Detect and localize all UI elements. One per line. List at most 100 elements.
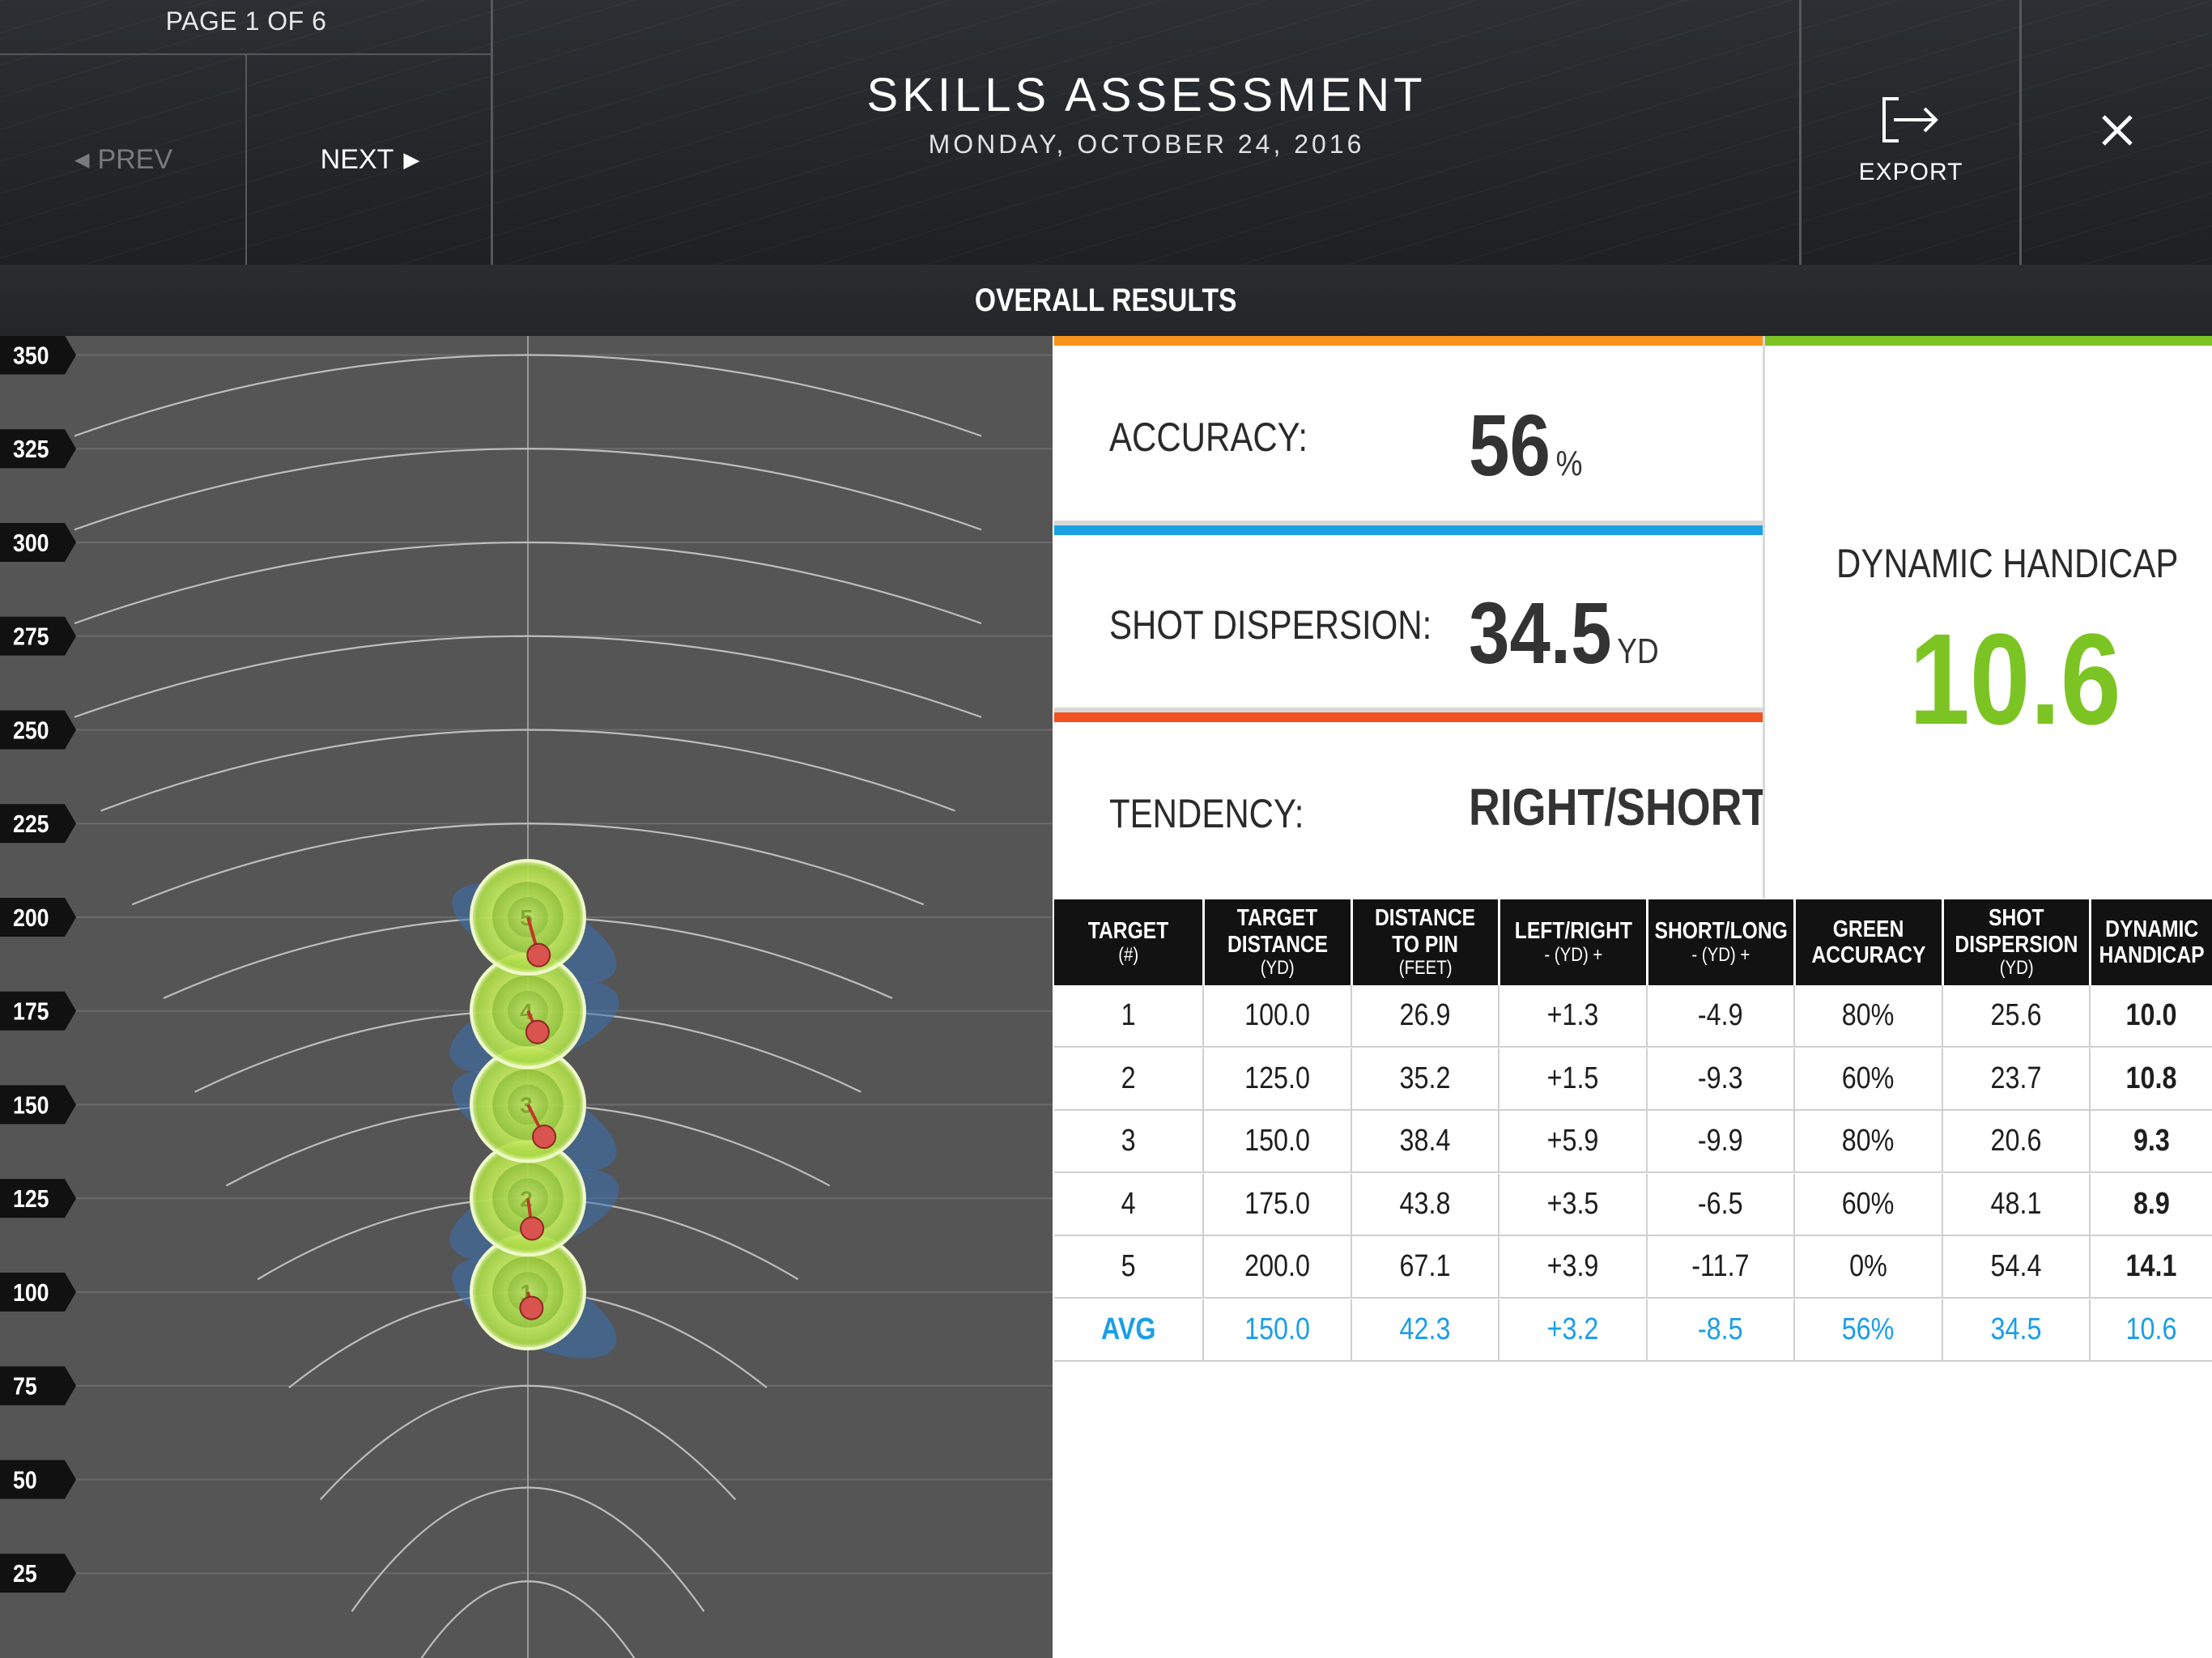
column-header[interactable]: DYNAMIC HANDICAP <box>2089 899 2212 985</box>
table-cell-value: 9.3 <box>2133 1124 2170 1158</box>
table-cell: 67.1 <box>1351 1236 1498 1297</box>
yardage-marker <box>0 991 76 1031</box>
table-cell-value: -9.9 <box>1698 1124 1743 1158</box>
page-subtitle: MONDAY, OCTOBER 24, 2016 <box>928 130 1365 159</box>
tendency-card: TENDENCY: RIGHT/SHORT <box>1054 712 1768 908</box>
column-header[interactable]: DISTANCE TO PIN (FEET) <box>1351 899 1498 985</box>
table-cell-value: 2 <box>1121 1061 1136 1095</box>
column-header[interactable]: SHOT DISPERSION (YD) <box>1942 899 2089 985</box>
dispersion-unit: YD <box>1617 631 1659 671</box>
column-header-text: (FEET) <box>1398 957 1453 980</box>
table-cell-value: 4 <box>1121 1186 1136 1221</box>
close-button[interactable] <box>2022 0 2212 265</box>
yardage-label: 250 <box>13 717 49 745</box>
table-row[interactable]: 3 150.0 38.4 +5.9 -9.9 80% 20.6 9.3 <box>1054 1111 2212 1173</box>
table-cell: 42.3 <box>1351 1299 1498 1360</box>
table-cell: 8.9 <box>2089 1173 2212 1235</box>
table-row-average[interactable]: AVG 150.0 42.3 +3.2 -8.5 56% 34.5 10.6 <box>1054 1299 2212 1362</box>
column-header[interactable]: TARGET (#) <box>1054 899 1202 985</box>
dispersion-value: 34.5 YD <box>1469 584 1659 682</box>
table-cell-value: AVG <box>1100 1312 1156 1346</box>
table-cell-value: 67.1 <box>1399 1249 1451 1283</box>
column-header-text: (#) <box>1118 943 1138 966</box>
accuracy-card: ACCURACY: 56% <box>1054 336 1763 530</box>
column-header[interactable]: TARGET DISTANCE (YD) <box>1202 899 1351 985</box>
column-header-text: DYNAMIC <box>2104 916 2199 942</box>
table-cell: -6.5 <box>1646 1173 1793 1235</box>
table-cell-value: 43.8 <box>1399 1186 1451 1221</box>
table-cell: 10.8 <box>2089 1048 2212 1109</box>
table-cell-value: 150.0 <box>1244 1312 1310 1346</box>
table-cell: 3 <box>1054 1111 1202 1171</box>
distance-arc <box>420 1580 636 1658</box>
table-cell: -4.9 <box>1646 985 1793 1046</box>
handicap-label: DYNAMIC HANDICAP <box>1836 541 2179 586</box>
table-cell: 100.0 <box>1202 985 1351 1046</box>
table-cell: 0% <box>1793 1236 1942 1297</box>
yardage-label: 225 <box>13 810 49 838</box>
yardage-label: 325 <box>13 436 49 463</box>
table-cell: 150.0 <box>1202 1111 1351 1171</box>
table-cell: +3.5 <box>1498 1173 1646 1235</box>
yardage-marker <box>0 1273 76 1312</box>
distance-arc <box>74 354 982 437</box>
triangle-right-icon: ▶ <box>403 147 420 172</box>
close-icon <box>2101 114 2133 146</box>
table-cell-value: -11.7 <box>1691 1249 1750 1283</box>
tendency-value: RIGHT/SHORT <box>1469 778 1769 836</box>
table-cell-value: 34.5 <box>1990 1312 2042 1346</box>
table-cell-value: 60% <box>1842 1186 1895 1221</box>
next-button[interactable]: NEXT ▶ <box>248 55 492 265</box>
table-row[interactable]: 1 100.0 26.9 +1.3 -4.9 80% 25.6 10.0 <box>1054 985 2212 1048</box>
table-cell-value: +3.9 <box>1546 1249 1599 1283</box>
table-cell: +1.5 <box>1498 1048 1646 1109</box>
column-header-text: - (YD) + <box>1691 943 1750 966</box>
table-cell: 56% <box>1793 1299 1942 1360</box>
column-header[interactable]: GREEN ACCURACY <box>1793 899 1942 985</box>
table-cell-value: 14.1 <box>2125 1249 2177 1283</box>
table-cell-value: 10.8 <box>2125 1061 2177 1095</box>
table-cell: 48.1 <box>1942 1173 2089 1235</box>
accuracy-unit: % <box>1555 444 1583 483</box>
table-row[interactable]: 5 200.0 67.1 +3.9 -11.7 0% 54.4 14.1 <box>1054 1236 2212 1299</box>
section-bar: OVERALL RESULTS <box>0 265 2212 336</box>
prev-label: PREV <box>97 144 173 175</box>
column-header[interactable]: SHORT/LONG - (YD) + <box>1646 899 1793 985</box>
yardage-marker <box>0 1554 76 1593</box>
yardage-label: 300 <box>13 529 49 557</box>
prev-button[interactable]: ◀ PREV <box>0 55 247 265</box>
table-cell-value: 200.0 <box>1244 1249 1310 1283</box>
table-cell: 23.7 <box>1942 1048 2089 1109</box>
yardage-marker <box>0 523 76 562</box>
yardage-marker <box>0 1366 76 1405</box>
table-cell-value: 1 <box>1121 998 1136 1032</box>
table-cell-value: -4.9 <box>1698 998 1743 1032</box>
shot-marker <box>519 1295 544 1320</box>
yardage-marker <box>0 710 76 750</box>
table-cell: 200.0 <box>1202 1236 1351 1297</box>
table-row[interactable]: 2 125.0 35.2 +1.5 -9.3 60% 23.7 10.8 <box>1054 1048 2212 1111</box>
table-cell: 54.4 <box>1942 1236 2089 1297</box>
table-cell-value: 35.2 <box>1399 1061 1451 1095</box>
table-cell: 150.0 <box>1202 1299 1351 1360</box>
header-divider <box>491 0 493 265</box>
column-header-text: SHORT/LONG <box>1654 918 1788 945</box>
export-icon <box>1882 97 1938 142</box>
distance-arc <box>74 448 982 531</box>
export-button[interactable]: EXPORT <box>1802 0 2020 265</box>
table-cell: +3.9 <box>1498 1236 1646 1297</box>
table-cell-value: 5 <box>1121 1249 1136 1283</box>
table-cell: -11.7 <box>1646 1236 1793 1297</box>
column-header-text: TARGET <box>1237 905 1318 932</box>
distance-arc <box>131 823 925 906</box>
table-row[interactable]: 4 175.0 43.8 +3.5 -6.5 60% 48.1 8.9 <box>1054 1173 2212 1236</box>
table-cell-value: -9.3 <box>1698 1061 1743 1095</box>
next-label: NEXT <box>320 144 394 175</box>
table-cell-value: +1.3 <box>1546 998 1599 1032</box>
card-divider <box>1763 336 1765 899</box>
table-cell: 80% <box>1793 1111 1942 1171</box>
table-cell: 43.8 <box>1351 1173 1498 1235</box>
card-divider <box>1054 708 1763 712</box>
table-cell-value: +3.2 <box>1546 1312 1599 1346</box>
column-header[interactable]: LEFT/RIGHT - (YD) + <box>1498 899 1646 985</box>
